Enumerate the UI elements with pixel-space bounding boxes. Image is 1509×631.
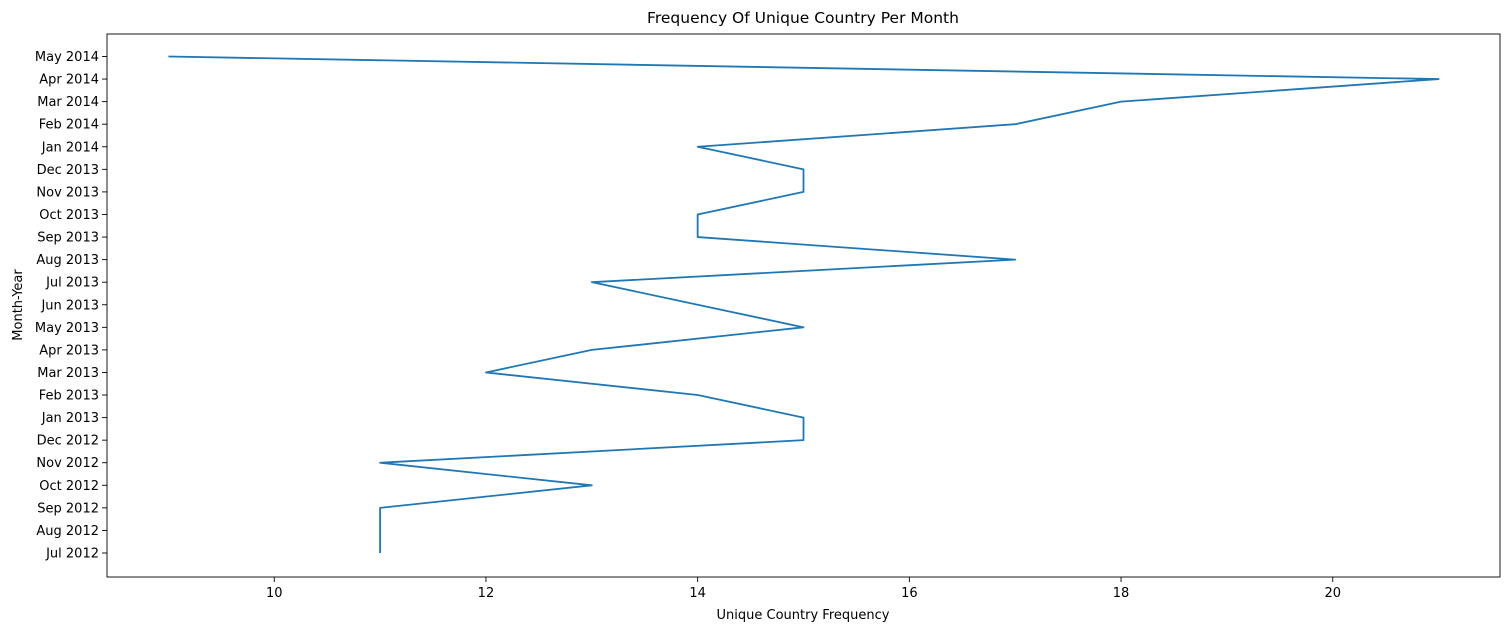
x-tick-label: 18 <box>1113 586 1130 601</box>
y-tick-label: Jun 2013 <box>40 298 99 313</box>
x-tick-label: 16 <box>901 586 918 601</box>
y-tick-label: Jul 2013 <box>45 276 99 291</box>
plot-frame <box>106 33 1501 578</box>
y-tick-label: Aug 2012 <box>36 524 99 539</box>
chart-title: Frequency Of Unique Country Per Month <box>647 9 959 27</box>
y-tick-label: Apr 2014 <box>39 73 99 88</box>
y-tick-label: May 2013 <box>35 321 99 336</box>
y-tick-label: Mar 2014 <box>37 95 99 110</box>
y-axis-ticks: Jul 2012 Aug 2012 Sep 2012 Oct 2012 Nov 2012… <box>35 50 107 562</box>
x-tick-label: 12 <box>478 586 495 601</box>
plot-area <box>106 33 1501 578</box>
y-tick-label: Oct 2012 <box>39 479 99 494</box>
y-tick-label: Mar 2013 <box>37 366 99 381</box>
y-tick-label: May 2014 <box>35 50 99 65</box>
y-tick-label: Feb 2013 <box>39 389 99 404</box>
y-tick-label: Oct 2013 <box>39 208 99 223</box>
x-tick-label: 14 <box>689 586 706 601</box>
x-tick-label: 20 <box>1324 586 1341 601</box>
y-tick-label: Sep 2013 <box>37 231 99 246</box>
y-tick-label: Apr 2013 <box>39 343 99 358</box>
x-axis-ticks: 10 12 14 16 18 20 <box>266 577 1341 601</box>
y-tick-label: Dec 2013 <box>37 163 99 178</box>
x-tick-label: 10 <box>266 586 283 601</box>
series-line <box>168 55 1440 553</box>
y-tick-label: Nov 2013 <box>36 185 99 200</box>
y-tick-label: Nov 2012 <box>36 456 99 471</box>
y-tick-label: Aug 2013 <box>36 253 99 268</box>
y-tick-label: Jan 2013 <box>41 411 99 426</box>
y-tick-label: Sep 2012 <box>37 501 99 516</box>
y-tick-label: Jul 2012 <box>45 547 99 562</box>
y-tick-label: Feb 2014 <box>39 118 99 133</box>
y-axis-label: Month-Year <box>11 269 26 341</box>
y-tick-label: Dec 2012 <box>37 434 99 449</box>
x-axis-label: Unique Country Frequency <box>717 608 890 623</box>
y-tick-label: Jan 2014 <box>41 140 99 155</box>
